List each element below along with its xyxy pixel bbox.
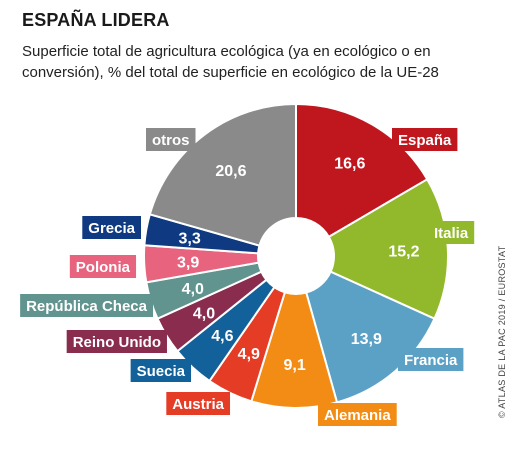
svg-text:Reino Unido: Reino Unido [73,334,161,351]
value-label-alemania: 9,1 [283,357,305,374]
legend-label-españa: España [392,128,458,151]
slice-francia [305,270,436,404]
value-label-otros: 20,6 [215,163,246,180]
value-label-reino-unido: 4,0 [193,306,215,323]
svg-text:Austria: Austria [172,396,224,413]
legend-label-reino-unido: Reino Unido [66,330,167,353]
value-label-suecia: 4,6 [211,328,233,345]
svg-text:Polonia: Polonia [76,259,131,276]
svg-text:Francia: Francia [404,352,458,369]
slice-otros [148,102,297,247]
name-labels-group: España Italia Francia Alemania Austria Suecia… [20,128,475,426]
source-credit: © ATLAS DE LA PAC 2019 / EUROSTAT [497,245,507,418]
svg-text:República Checa: República Checa [26,298,148,315]
slices-group [143,102,449,409]
svg-text:Suecia: Suecia [137,363,186,380]
legend-label-república-checa: República Checa [20,294,154,317]
chart-subtitle: Superficie total de agricultura ecológic… [22,43,439,81]
legend-label-grecia: Grecia [82,216,141,239]
chart-title: ESPAÑA LIDERA [22,10,170,30]
svg-text:España: España [398,132,452,149]
slice-españa [295,102,429,239]
legend-label-italia: Italia [428,221,475,244]
value-label-república-checa: 4,0 [182,281,204,298]
value-label-grecia: 3,3 [178,230,200,247]
value-label-francia: 13,9 [351,331,382,348]
svg-text:otros: otros [152,132,190,149]
value-labels-group: 16,6 15,2 13,9 9,1 4,9 4,6 4,0 4,0 3,9 3,3 20,6 [177,155,420,374]
value-label-italia: 15,2 [388,243,419,260]
value-label-austria: 4,9 [238,346,260,363]
legend-label-austria: Austria [166,392,231,415]
value-label-polonia: 3,9 [177,255,199,272]
value-label-españa: 16,6 [334,155,365,172]
svg-text:Grecia: Grecia [88,220,135,237]
legend-label-francia: Francia [398,348,464,371]
svg-text:Italia: Italia [434,225,469,242]
legend-label-polonia: Polonia [69,255,137,278]
legend-label-alemania: Alemania [318,403,397,426]
legend-label-otros: otros [146,128,196,151]
legend-label-suecia: Suecia [130,359,192,382]
svg-text:Alemania: Alemania [324,407,391,424]
